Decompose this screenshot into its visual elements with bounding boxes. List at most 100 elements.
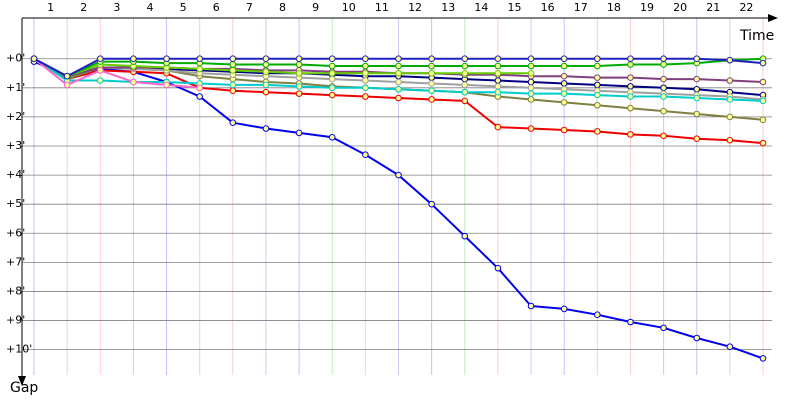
- y-axis-arrow: [18, 376, 26, 386]
- data-point: [328, 55, 336, 63]
- data-point: [527, 84, 535, 92]
- data-point: [428, 55, 435, 63]
- data-point: [96, 77, 104, 84]
- x-tick-label: 16: [541, 1, 555, 14]
- data-point: [527, 125, 535, 132]
- data-point: [693, 334, 701, 342]
- data-point: [130, 55, 137, 63]
- data-point: [428, 80, 435, 87]
- data-point: [395, 62, 402, 70]
- data-point: [594, 91, 601, 99]
- data-point: [594, 62, 601, 70]
- data-point: [627, 104, 634, 112]
- data-point: [262, 68, 270, 76]
- data-point: [726, 113, 734, 121]
- data-point: [627, 318, 634, 326]
- x-tick-label: 1: [47, 1, 54, 14]
- data-point: [362, 77, 369, 84]
- data-point: [660, 132, 667, 140]
- x-tick-label: 3: [113, 1, 120, 14]
- data-point: [494, 123, 502, 131]
- x-tick-label: 13: [441, 1, 455, 14]
- data-point: [362, 55, 369, 63]
- y-tick-label: +10': [6, 343, 32, 356]
- x-axis-arrow: [768, 14, 778, 22]
- y-tick-label: +2': [6, 110, 25, 123]
- data-point: [660, 93, 667, 100]
- data-point: [594, 311, 601, 319]
- x-tick-label: 8: [279, 1, 286, 14]
- data-point: [560, 126, 568, 134]
- y-tick-label: +3': [6, 139, 25, 152]
- x-tick-label: 15: [507, 1, 521, 14]
- data-point: [328, 69, 336, 77]
- y-tick-label: +0': [6, 52, 25, 65]
- data-point: [328, 91, 336, 99]
- data-point: [428, 69, 435, 77]
- x-tick-label: 17: [574, 1, 588, 14]
- data-point: [660, 75, 667, 83]
- data-point: [594, 74, 601, 81]
- data-point: [130, 78, 137, 86]
- data-point: [726, 56, 734, 64]
- x-tick-label: 14: [474, 1, 488, 14]
- data-point: [461, 55, 469, 63]
- data-point: [627, 93, 634, 100]
- data-point: [262, 88, 270, 96]
- data-point: [759, 78, 767, 86]
- data-point: [428, 200, 435, 208]
- y-tick-label: +8': [6, 284, 25, 297]
- series-line: [33, 57, 200, 89]
- y-tick-label: +1': [6, 81, 25, 94]
- data-point: [759, 116, 767, 124]
- data-point: [560, 305, 568, 313]
- data-point: [527, 62, 535, 70]
- data-point: [759, 355, 767, 362]
- data-point: [295, 90, 303, 97]
- x-tick-label: 6: [213, 1, 220, 14]
- data-point: [328, 62, 336, 70]
- data-point: [328, 133, 336, 141]
- data-point: [461, 81, 469, 89]
- data-point: [295, 83, 303, 90]
- data-point: [196, 65, 203, 73]
- plot-area: [30, 55, 767, 362]
- data-point: [494, 88, 502, 96]
- data-point: [229, 61, 237, 68]
- data-point: [560, 55, 568, 63]
- data-point: [759, 139, 767, 147]
- data-point: [693, 94, 701, 102]
- x-tick-label: 7: [246, 1, 253, 14]
- data-point: [362, 93, 369, 100]
- data-point: [395, 85, 402, 93]
- data-point: [163, 81, 170, 89]
- data-point: [362, 84, 369, 92]
- data-point: [494, 69, 502, 77]
- data-point: [428, 87, 435, 95]
- data-point: [262, 61, 270, 68]
- y-tick-label: +7': [6, 255, 25, 268]
- x-tick-label: 21: [706, 1, 720, 14]
- data-point: [494, 62, 502, 70]
- data-point: [527, 69, 535, 77]
- data-point: [461, 62, 469, 70]
- data-point: [395, 171, 402, 179]
- data-point: [461, 88, 469, 96]
- data-point: [494, 55, 502, 63]
- x-axis-title: Time: [739, 28, 774, 44]
- data-point: [461, 69, 469, 77]
- y-tick-label: +6': [6, 226, 25, 239]
- data-point: [527, 302, 535, 310]
- x-tick-label: 5: [180, 1, 187, 14]
- y-tick-label: +9': [6, 314, 25, 327]
- x-tick-label: 19: [640, 1, 654, 14]
- data-point: [196, 93, 203, 100]
- data-point: [196, 55, 203, 63]
- x-tick-label: 4: [146, 1, 153, 14]
- x-tick-label: 12: [408, 1, 422, 14]
- data-point: [362, 151, 369, 159]
- data-point: [428, 96, 435, 103]
- data-point: [527, 90, 535, 97]
- series-line: [33, 57, 531, 78]
